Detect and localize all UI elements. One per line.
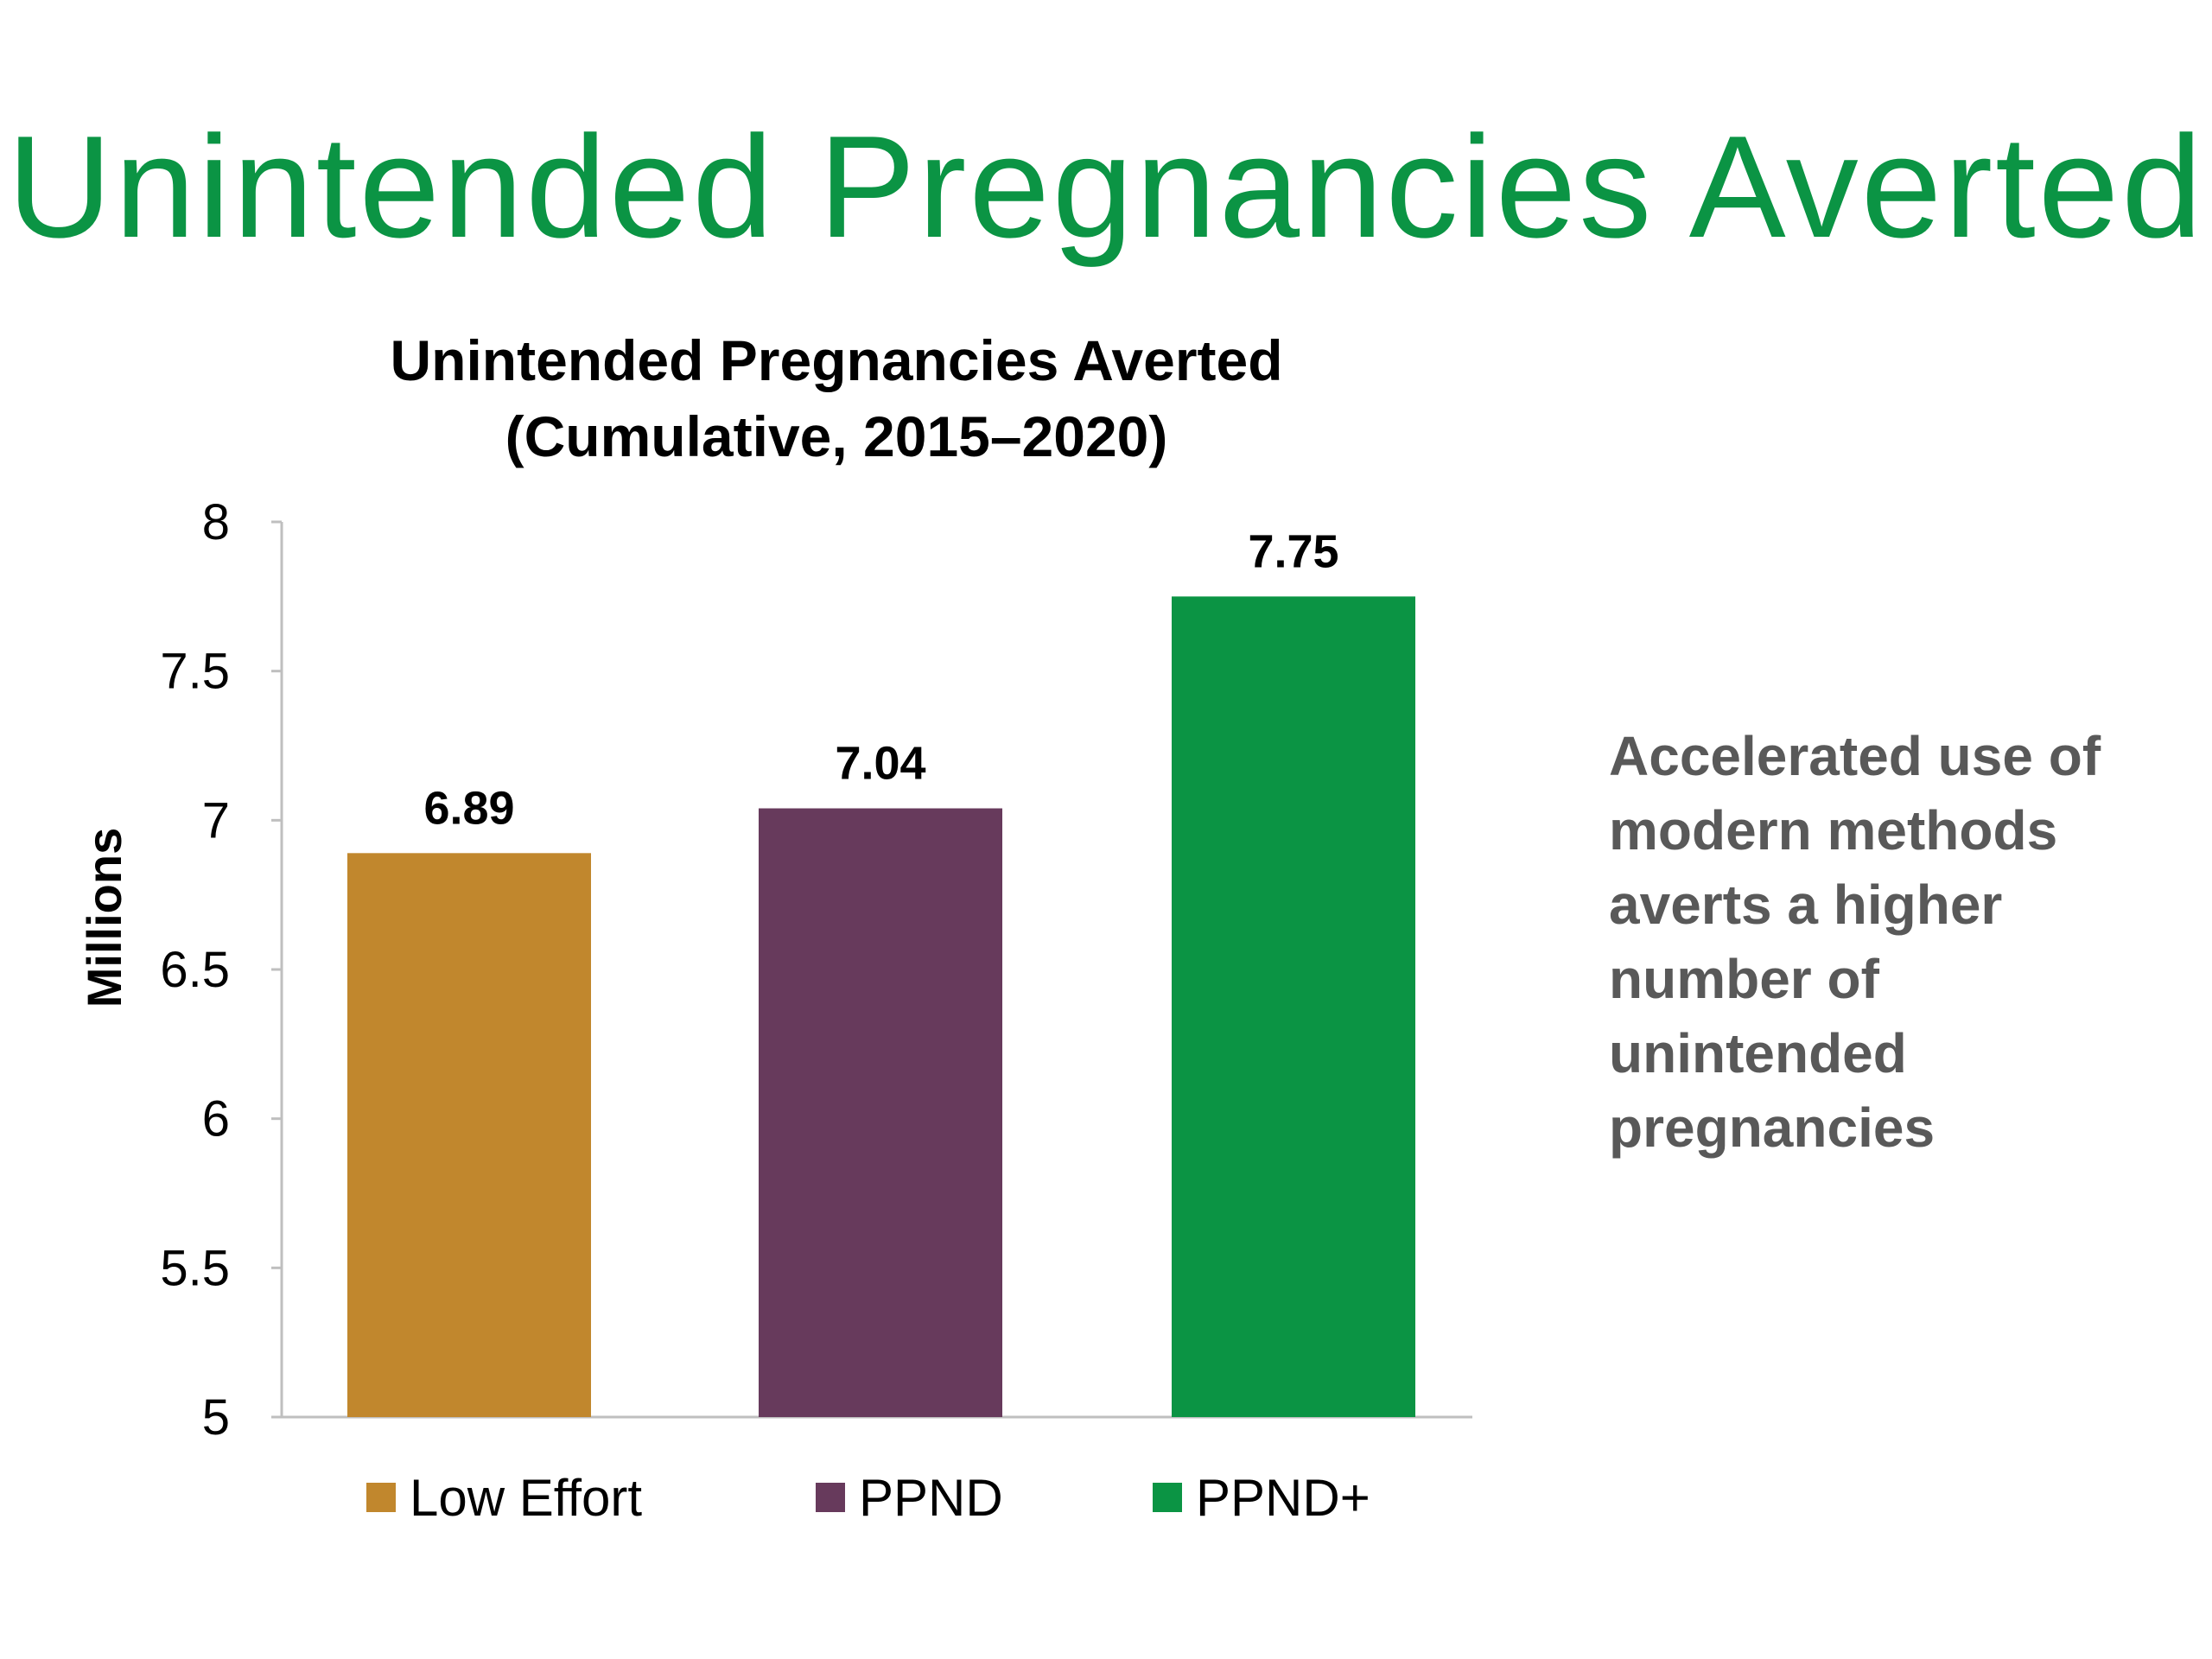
- bar-0: [347, 853, 591, 1417]
- chart-title-line-2: (Cumulative, 2015–2020): [505, 404, 1168, 468]
- data-label-0: 6.89: [423, 782, 514, 834]
- legend-label-low-effort: Low Effort: [410, 1468, 643, 1527]
- y-tick-label: 7: [202, 792, 230, 849]
- y-axis-label: Millions: [77, 828, 131, 1007]
- slide-title: Unintended Pregnancies Averted: [7, 105, 2205, 268]
- y-axis-ticks: 5 5.5 6 6.5 7 7.5 8: [160, 494, 282, 1446]
- legend-swatch-ppnd: [816, 1483, 845, 1512]
- y-tick-label: 5.5: [160, 1240, 230, 1296]
- legend-item-ppnd-plus: PPND+: [1153, 1467, 1370, 1528]
- bar-1: [759, 808, 1002, 1417]
- legend-swatch-low-effort: [366, 1483, 396, 1512]
- legend-item-ppnd: PPND: [816, 1467, 1003, 1528]
- y-tick-label: 8: [202, 494, 230, 550]
- data-label-1: 7.04: [835, 738, 925, 790]
- side-note: Accelerated use of modern methods averts…: [1609, 725, 2101, 1159]
- chart-title-line-1: Unintended Pregnancies Averted: [390, 328, 1282, 392]
- legend-swatch-ppnd-plus: [1153, 1483, 1182, 1512]
- legend-label-ppnd-plus: PPND+: [1196, 1468, 1370, 1527]
- y-tick-label: 6.5: [160, 942, 230, 998]
- y-tick-label: 5: [202, 1389, 230, 1446]
- bar-2: [1172, 596, 1415, 1417]
- legend-label-ppnd: PPND: [859, 1468, 1003, 1527]
- bars-group: [347, 596, 1415, 1417]
- data-label-2: 7.75: [1248, 525, 1338, 577]
- data-labels-group: 6.89 7.04 7.75: [423, 525, 1338, 834]
- y-tick-label: 7.5: [160, 644, 230, 700]
- y-tick-label: 6: [202, 1091, 230, 1147]
- legend-item-low-effort: Low Effort: [366, 1467, 642, 1528]
